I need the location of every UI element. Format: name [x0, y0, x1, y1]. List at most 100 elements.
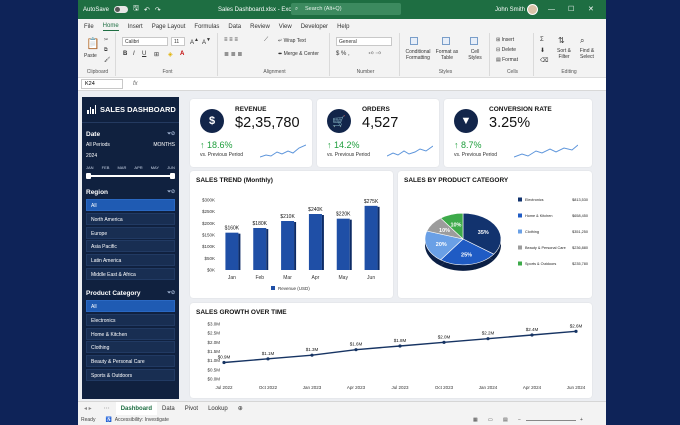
copy-icon[interactable]: ⧉: [104, 47, 108, 53]
orientation-icon[interactable]: ⟋: [264, 37, 269, 43]
add-sheet-icon[interactable]: ⊕: [237, 405, 243, 412]
menu-review[interactable]: Review: [250, 24, 270, 30]
category-item-home-kitchen[interactable]: Home & Kitchen: [86, 327, 175, 340]
region-item-europe[interactable]: Europe: [86, 226, 175, 239]
paste-icon[interactable]: 📋: [86, 38, 100, 50]
menu-file[interactable]: File: [84, 24, 94, 30]
close-icon[interactable]: ✕: [588, 6, 594, 13]
slider-end-handle[interactable]: [170, 173, 175, 179]
bold-icon[interactable]: B: [123, 51, 128, 57]
category-item-clothing[interactable]: Clothing: [86, 341, 175, 354]
slider-start-handle[interactable]: [86, 173, 91, 179]
borders-icon[interactable]: ⊞: [154, 52, 160, 58]
autosave-toggle[interactable]: [114, 6, 129, 13]
redo-icon[interactable]: ↷: [154, 6, 161, 14]
italic-icon[interactable]: I: [133, 51, 135, 57]
tab-menu-icon[interactable]: ⋯: [103, 406, 110, 412]
tab-dashboard[interactable]: Dashboard: [115, 401, 158, 416]
page-break-icon[interactable]: ▤: [503, 417, 508, 423]
font-color-icon[interactable]: A: [180, 51, 185, 57]
cell-styles-icon[interactable]: [470, 37, 478, 45]
currency-icon[interactable]: $ % ,: [336, 51, 350, 57]
search-input[interactable]: ⌕ Search (Alt+Q): [291, 3, 401, 15]
month-label[interactable]: FEB: [101, 165, 110, 170]
menu-view[interactable]: View: [278, 24, 292, 30]
month-label[interactable]: APR: [134, 165, 143, 170]
category-item-sports[interactable]: Sports & Outdoors: [86, 368, 175, 381]
fill-color-icon[interactable]: ◈: [168, 52, 173, 58]
tab-nav-icon[interactable]: ◂ ▸: [84, 406, 92, 412]
menu-developer[interactable]: Developer: [300, 24, 329, 30]
region-item-north-america[interactable]: North America: [86, 212, 175, 225]
underline-icon[interactable]: U: [142, 51, 147, 57]
menu-home[interactable]: Home: [102, 23, 119, 31]
clear-icon[interactable]: ⌫: [540, 58, 549, 64]
period-row[interactable]: All Periods MONTHS: [86, 142, 175, 148]
font-name-select[interactable]: Calibri: [122, 37, 168, 46]
align-left-icon[interactable]: ≣ ≣ ≣: [224, 52, 243, 58]
avatar[interactable]: [527, 4, 538, 15]
delete-cells-button[interactable]: ⊟ Delete: [496, 47, 516, 53]
find-select-button[interactable]: Find & Select: [579, 48, 595, 60]
format-as-table-button[interactable]: Format as Table: [435, 49, 459, 61]
sort-filter-icon[interactable]: ⇅: [558, 36, 565, 45]
tab-pivot[interactable]: Pivot: [184, 405, 199, 412]
minimize-icon[interactable]: —: [548, 6, 555, 13]
timeline-slider[interactable]: [86, 173, 175, 179]
conditional-formatting-icon[interactable]: [410, 37, 418, 45]
fx-icon[interactable]: fx: [133, 81, 138, 87]
region-item-middle-east-africa[interactable]: Middle East & Africa: [86, 267, 175, 280]
decimal-icon[interactable]: ⁺⁰ ⁻⁰: [368, 52, 381, 58]
region-item-asia-pacific[interactable]: Asia Pacific: [86, 240, 175, 253]
format-painter-icon[interactable]: 🖌: [104, 57, 111, 63]
save-icon[interactable]: 🖫: [133, 5, 139, 12]
filter-icon[interactable]: ⏷⊘: [167, 289, 175, 296]
format-table-icon[interactable]: [442, 37, 450, 45]
zoom-out-icon[interactable]: −: [518, 417, 521, 423]
user-name[interactable]: John Smith: [495, 6, 526, 13]
wrap-text-button[interactable]: ↵ Wrap Text: [278, 38, 306, 44]
grow-font-icon[interactable]: A▲: [190, 37, 199, 46]
month-label[interactable]: JUN: [167, 165, 175, 170]
normal-view-icon[interactable]: ▦: [473, 417, 478, 423]
maximize-icon[interactable]: ☐: [568, 6, 575, 13]
category-item-all[interactable]: All: [86, 299, 175, 312]
month-label[interactable]: MAY: [150, 165, 160, 170]
month-label[interactable]: MAR: [117, 165, 127, 170]
paste-button[interactable]: Paste: [84, 53, 97, 59]
category-item-beauty[interactable]: Beauty & Personal Care: [86, 355, 175, 368]
menu-help[interactable]: Help: [337, 24, 350, 30]
format-cells-button[interactable]: ▤ Format: [496, 57, 518, 63]
filter-icon[interactable]: ⏷⊘: [167, 189, 175, 195]
menu-formulas[interactable]: Formulas: [194, 24, 220, 30]
fill-icon[interactable]: ⬇: [540, 48, 546, 54]
find-icon[interactable]: ⌕: [580, 36, 585, 45]
shrink-font-icon[interactable]: A▼: [202, 37, 211, 46]
undo-icon[interactable]: ↶: [144, 6, 150, 14]
menu-insert[interactable]: Insert: [127, 24, 143, 30]
tab-data[interactable]: Data: [162, 405, 175, 412]
sort-filter-button[interactable]: Sort & Filter: [557, 48, 571, 60]
menu-data[interactable]: Data: [228, 24, 242, 30]
region-item-latin-america[interactable]: Latin America: [86, 254, 175, 267]
conditional-formatting-button[interactable]: Conditional Formatting: [405, 49, 431, 61]
category-item-electronics[interactable]: Electronics: [86, 313, 175, 326]
insert-cells-button[interactable]: ⊞ Insert: [496, 37, 514, 43]
autosum-icon[interactable]: Σ: [540, 37, 544, 43]
number-format-select[interactable]: General: [336, 37, 392, 46]
month-label[interactable]: JAN: [86, 165, 94, 170]
merge-center-button[interactable]: ⬌ Merge & Center: [278, 51, 319, 57]
filter-icon[interactable]: ⏷⊘: [167, 131, 175, 137]
zoom-slider[interactable]: [526, 420, 576, 421]
region-item-all[interactable]: All: [86, 199, 175, 211]
menu-page-layout[interactable]: Page Layout: [151, 24, 186, 30]
zoom-in-icon[interactable]: +: [580, 417, 583, 423]
page-layout-icon[interactable]: ▭: [488, 417, 493, 423]
cut-icon[interactable]: ✂: [104, 37, 109, 43]
tab-lookup[interactable]: Lookup: [208, 405, 228, 412]
align-top-icon[interactable]: ≡ ≡ ≡: [224, 37, 238, 43]
accessibility-status[interactable]: Accessibility: Investigate: [114, 417, 169, 423]
font-size-select[interactable]: 11: [171, 37, 185, 46]
period-unit[interactable]: MONTHS: [153, 142, 175, 148]
cell-styles-button[interactable]: Cell Styles: [468, 49, 482, 61]
